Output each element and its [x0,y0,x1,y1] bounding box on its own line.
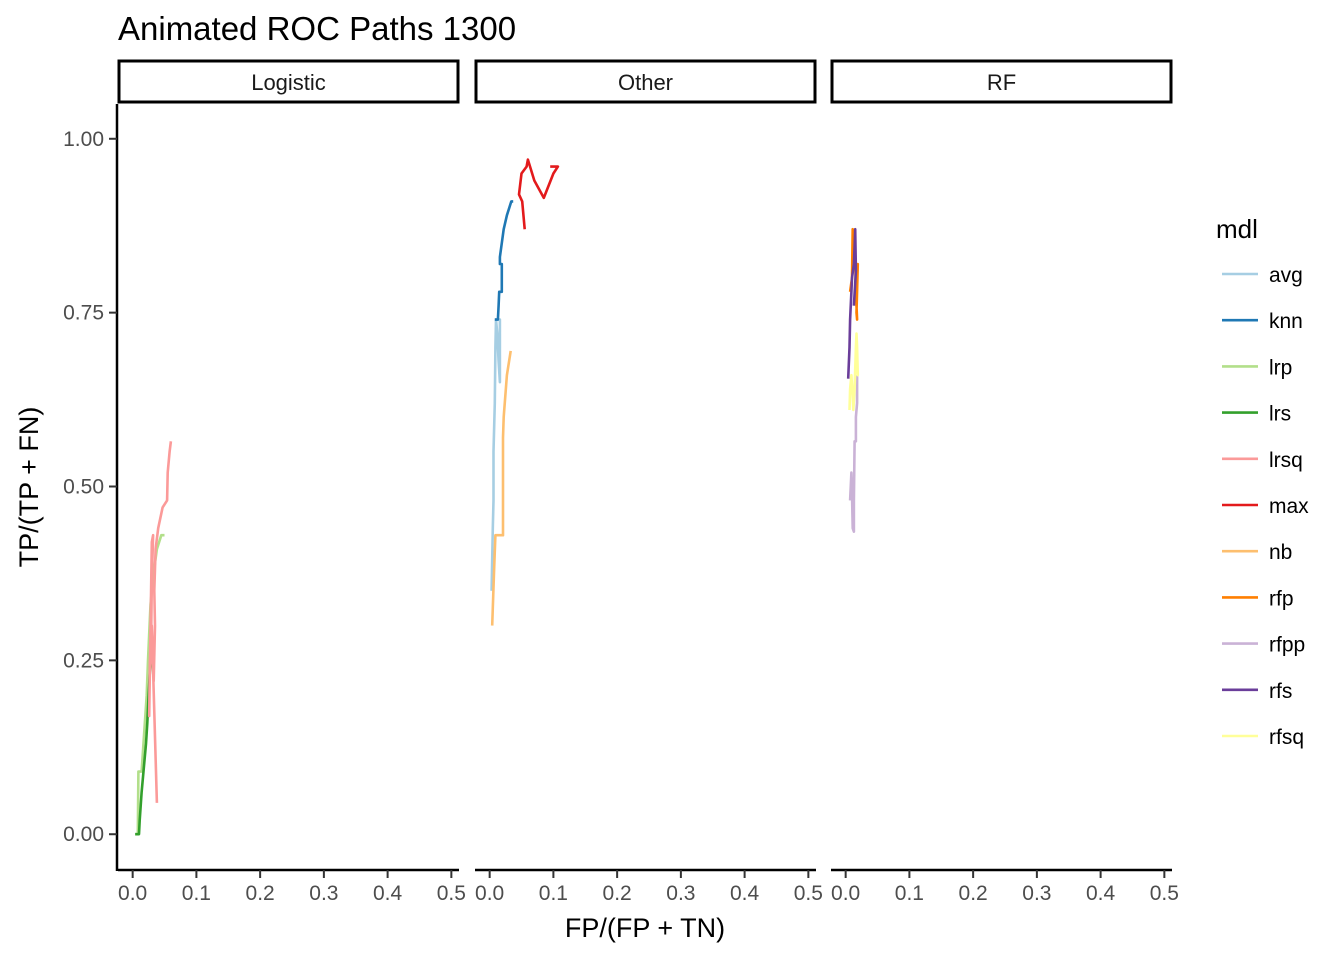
x-tick-label-rf-3: 0.3 [1022,882,1051,905]
x-tick-label-other-5: 0.5 [794,882,823,905]
legend: mdl avg knn lrp lrs lrsq max nb rfp rfpp rfs rfsq [1216,214,1309,749]
y-axis-title: TP/(TP + FN) [14,407,44,568]
y-tick-label-0: 0.00 [63,823,104,846]
panel-rf: RF 0.0 0.1 0.2 0.3 0.4 0.5 [830,59,1179,905]
series-line-max [517,158,560,230]
strip-rf [830,59,1173,104]
y-tick-label-3: 0.75 [63,302,104,325]
legend-label-lrs: lrs [1269,403,1291,426]
x-tick-label-other-3: 0.3 [666,882,695,905]
legend-label-nb: nb [1269,541,1292,564]
x-tick-label-rf-1: 0.1 [895,882,924,905]
x-tick-label-other-0: 0.0 [475,882,504,905]
strip-label-other: Other [618,70,673,95]
x-tick-label-logistic-5: 0.5 [437,882,466,905]
legend-label-rfsq: rfsq [1269,726,1304,749]
strip-other [474,59,817,104]
y-tick-label-4: 1.00 [63,128,104,151]
series-line-rfsq [848,332,860,412]
legend-label-avg: avg [1269,264,1303,287]
series-line-lrsq [147,441,173,803]
legend-label-lrp: lrp [1269,356,1292,379]
y-tick-label-1: 0.25 [63,649,104,672]
legend-label-rfp: rfp [1269,587,1294,610]
legend-label-rfpp: rfpp [1269,634,1305,657]
legend-label-max: max [1269,495,1309,518]
x-tick-label-rf-5: 0.5 [1150,882,1179,905]
y-tick-label-2: 0.50 [63,476,104,499]
x-axis-title: FP/(FP + TN) [565,913,725,943]
strip-label-rf: RF [987,70,1016,95]
y-axis: 0.00 0.25 0.50 0.75 1.00 [63,104,119,871]
facet-panels: Logistic 0.0 0.1 0.2 0.3 0.4 0.5 Other 0.0 0.1 0.2… [117,59,1179,905]
x-tick-label-other-2: 0.2 [603,882,632,905]
x-tick-label-rf-0: 0.0 [831,882,860,905]
x-tick-label-logistic-2: 0.2 [246,882,275,905]
x-tick-label-other-1: 0.1 [539,882,568,905]
x-tick-label-logistic-4: 0.4 [373,882,403,905]
chart-title: Animated ROC Paths 1300 [118,10,516,47]
x-tick-label-logistic-0: 0.0 [118,882,147,905]
x-tick-label-rf-4: 0.4 [1086,882,1116,905]
x-tick-label-other-4: 0.4 [730,882,760,905]
x-tick-label-logistic-3: 0.3 [309,882,338,905]
legend-label-lrsq: lrsq [1269,449,1303,472]
x-tick-label-rf-2: 0.2 [959,882,988,905]
series-line-knn [494,200,514,321]
legend-label-knn: knn [1269,310,1303,333]
strip-logistic [117,59,460,104]
series-line-rfpp [848,375,859,534]
panel-logistic: Logistic 0.0 0.1 0.2 0.3 0.4 0.5 [117,59,466,905]
series-line-rfs [846,227,858,379]
x-tick-label-logistic-1: 0.1 [182,882,211,905]
legend-label-rfs: rfs [1269,680,1292,703]
series-line-nb [490,350,512,626]
legend-title: mdl [1216,214,1258,244]
strip-label-logistic: Logistic [251,70,326,95]
panel-other: Other 0.0 0.1 0.2 0.3 0.4 0.5 [474,59,823,905]
